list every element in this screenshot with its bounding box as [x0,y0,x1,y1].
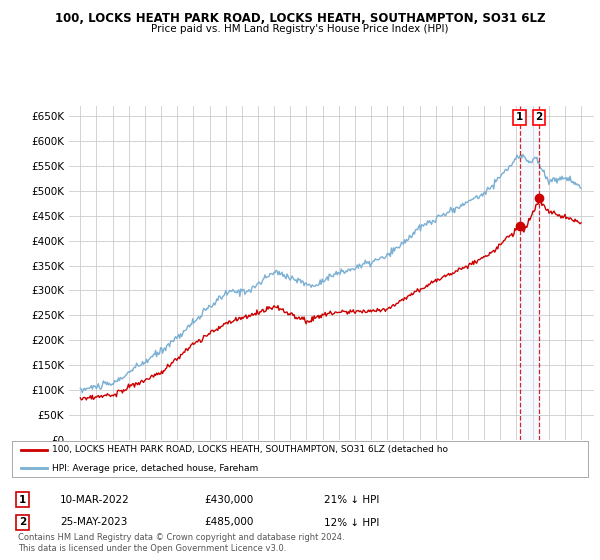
Text: 1: 1 [19,494,26,505]
Text: 10-MAR-2022: 10-MAR-2022 [60,494,130,505]
Text: 21% ↓ HPI: 21% ↓ HPI [324,494,379,505]
Text: 2: 2 [19,517,26,528]
Text: Contains HM Land Registry data © Crown copyright and database right 2024.
This d: Contains HM Land Registry data © Crown c… [18,533,344,553]
Text: 2: 2 [535,113,543,122]
Text: Price paid vs. HM Land Registry's House Price Index (HPI): Price paid vs. HM Land Registry's House … [151,24,449,34]
Text: £430,000: £430,000 [204,494,253,505]
Text: 100, LOCKS HEATH PARK ROAD, LOCKS HEATH, SOUTHAMPTON, SO31 6LZ (detached ho: 100, LOCKS HEATH PARK ROAD, LOCKS HEATH,… [52,445,448,454]
Text: 100, LOCKS HEATH PARK ROAD, LOCKS HEATH, SOUTHAMPTON, SO31 6LZ: 100, LOCKS HEATH PARK ROAD, LOCKS HEATH,… [55,12,545,25]
Bar [520,106,539,440]
Text: HPI: Average price, detached house, Fareham: HPI: Average price, detached house, Fare… [52,464,259,473]
Text: 12% ↓ HPI: 12% ↓ HPI [324,517,379,528]
Text: £485,000: £485,000 [204,517,253,528]
Text: 1: 1 [516,113,523,122]
Text: 25-MAY-2023: 25-MAY-2023 [60,517,127,528]
